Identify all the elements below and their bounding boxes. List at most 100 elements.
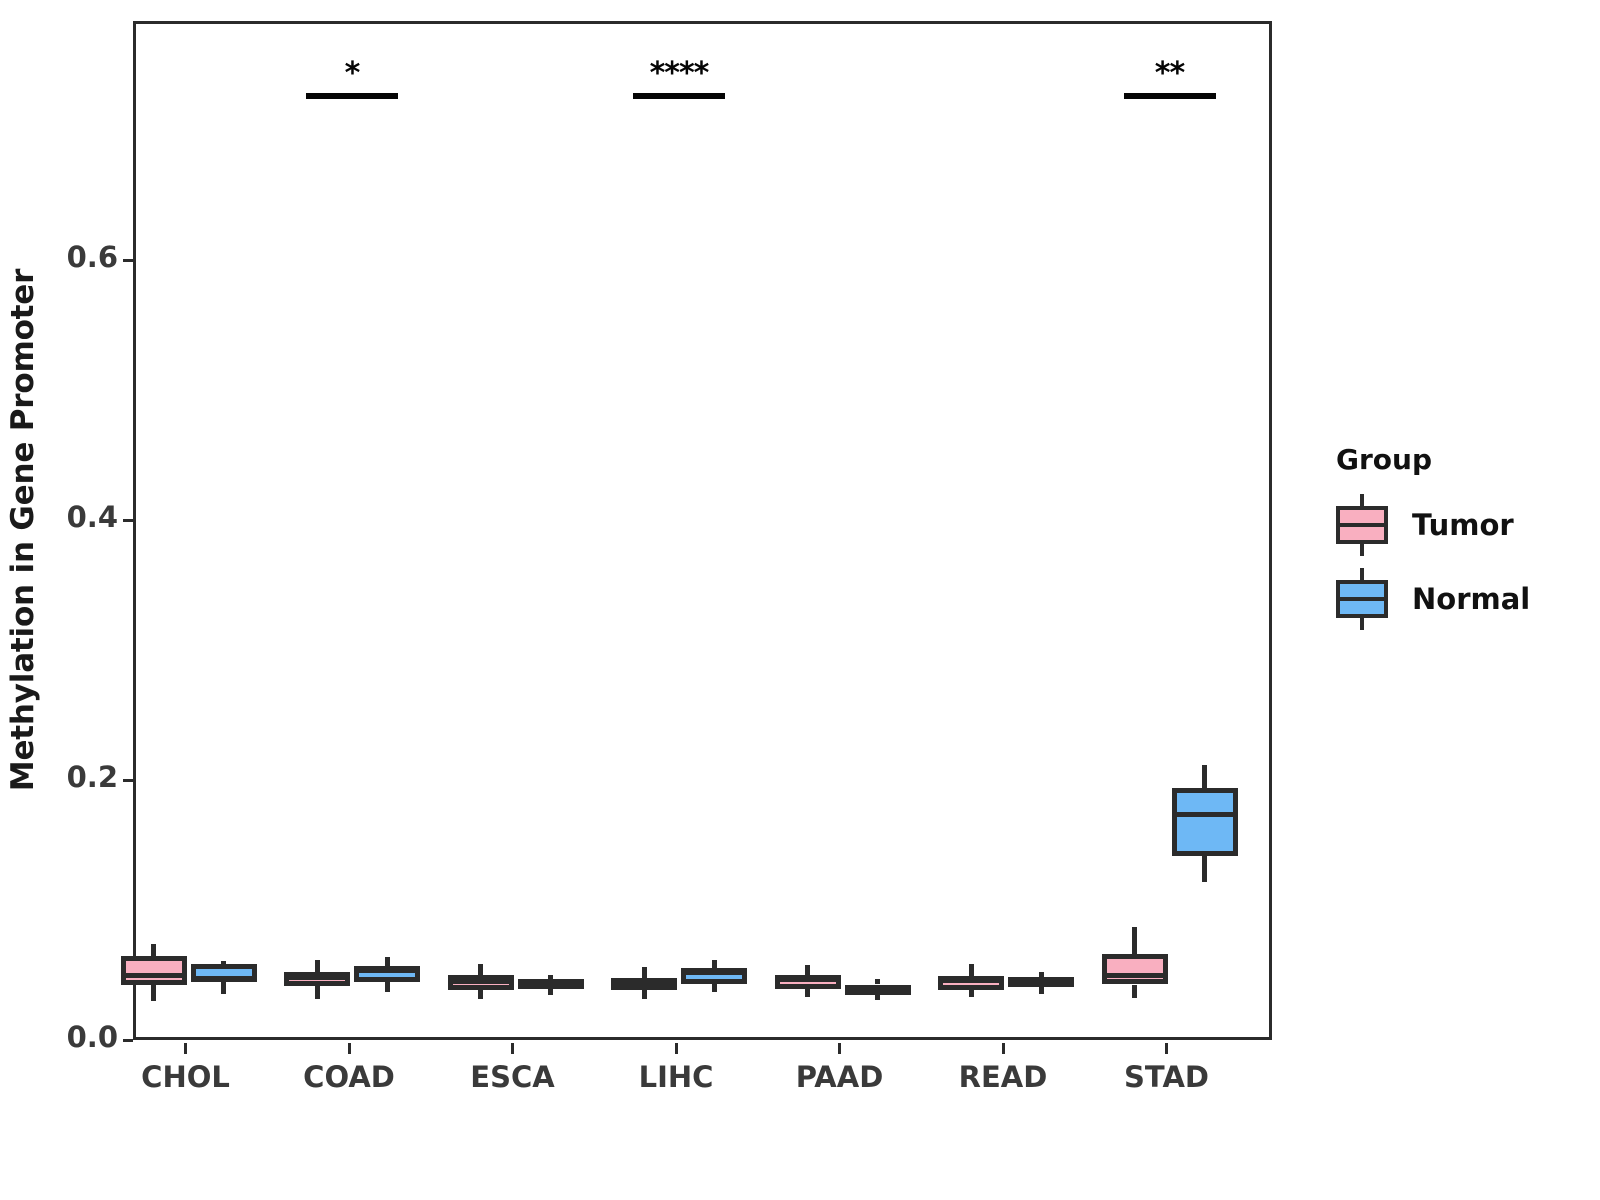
legend-key-lower-whisker (1360, 616, 1364, 630)
boxplot-median-line (190, 976, 257, 982)
boxplot-median-line (774, 976, 841, 982)
y-axis-title: Methylation in Gene Promoter (5, 268, 41, 792)
boxplot-box-group[interactable] (136, 24, 1269, 1037)
x-axis-tick-label: READ (958, 1060, 1048, 1094)
boxplot-lower-whisker (384, 981, 390, 992)
legend-key-swatch (1334, 494, 1390, 556)
boxplot-box-group[interactable] (136, 24, 1269, 1037)
legend-key-swatch (1334, 568, 1390, 630)
boxplot-lower-whisker (1132, 984, 1137, 999)
boxplot-box-group[interactable] (136, 24, 1269, 1037)
y-axis-tick-label: 0.6 (66, 240, 118, 274)
boxplot-lower-whisker (1202, 856, 1207, 882)
x-axis-tick-mark (1001, 1043, 1005, 1054)
boxplot-median-line (284, 974, 350, 980)
legend-key-lower-whisker (1360, 542, 1364, 556)
legend-title: Group (1336, 443, 1433, 476)
x-axis-tick-mark (838, 1043, 841, 1054)
boxplot-box-group[interactable] (136, 24, 1269, 1037)
significance-bracket-line (633, 93, 725, 100)
boxplot-upper-whisker (151, 944, 156, 957)
boxplot-box-group[interactable] (136, 24, 1269, 1037)
boxplot-box-group[interactable] (136, 24, 1269, 1037)
x-axis-tick-mark (347, 1043, 351, 1054)
x-axis-tick-label: CHOL (141, 1060, 230, 1094)
y-axis-tick-mark (123, 779, 133, 782)
boxplot-lower-whisker (478, 989, 483, 999)
boxplot-upper-whisker (875, 979, 880, 985)
significance-bracket-line (1123, 93, 1216, 100)
x-axis-tick-mark (674, 1043, 678, 1054)
boxplot-box-group[interactable] (136, 24, 1269, 1037)
boxplot-median-line (611, 983, 677, 989)
legend-entry-label: Tumor (1412, 508, 1514, 542)
legend-key-upper-whisker (1360, 568, 1364, 582)
boxplot-lower-whisker (805, 989, 810, 998)
boxplot-box-group[interactable] (136, 24, 1269, 1037)
legend-key-median-line (1336, 597, 1388, 601)
x-axis-tick-label: LIHC (638, 1060, 714, 1094)
x-axis-tick-label: PAAD (795, 1060, 884, 1094)
boxplot-upper-whisker (1038, 972, 1044, 977)
boxplot-box-group[interactable] (136, 24, 1269, 1037)
significance-bracket-label: * (344, 56, 361, 92)
boxplot-lower-whisker (548, 988, 553, 996)
boxplot-upper-whisker (641, 966, 647, 978)
legend-key-upper-whisker (1360, 494, 1364, 508)
plot-panel: * **** ** (120, 21, 1272, 1040)
boxplot-median-line (938, 978, 1004, 984)
x-axis-tick-label: COAD (303, 1060, 395, 1094)
significance-bracket-line (306, 93, 398, 100)
x-axis-tick-mark (1165, 1043, 1168, 1054)
boxplot-upper-whisker (1132, 926, 1137, 954)
x-axis-tick-mark (184, 1043, 187, 1054)
y-axis-tick-label: 0.4 (66, 500, 118, 534)
boxplot-iqr-box[interactable] (1101, 953, 1168, 985)
boxplot-median-line (1101, 973, 1168, 979)
legend-entry-tumor[interactable]: Tumor (1334, 494, 1530, 556)
boxplot-upper-whisker (968, 964, 974, 976)
boxplot-box-group[interactable] (120, 24, 1269, 1037)
legend-entry-normal[interactable]: Normal (1334, 568, 1530, 630)
legend-key-median-line (1336, 523, 1388, 527)
legend-entries: Tumor Normal (1334, 494, 1530, 630)
x-axis-tick-mark (511, 1043, 514, 1054)
boxplot-upper-whisker (548, 975, 553, 980)
boxplot-upper-whisker (221, 961, 226, 965)
boxplot-median-line (844, 989, 911, 995)
boxplot-median-line (120, 973, 187, 979)
boxplot-box-group[interactable] (136, 24, 1269, 1037)
y-axis-tick-mark (123, 259, 133, 262)
legend-entry-label: Normal (1412, 582, 1531, 616)
y-axis-tick-label: 0.0 (66, 1020, 118, 1054)
boxplot-median-line (517, 982, 584, 988)
legend: Group Tumor Normal (1334, 443, 1530, 642)
boxplot-lower-whisker (221, 981, 226, 994)
boxplot-lower-whisker (1038, 987, 1044, 994)
x-axis-tick-label: ESCA (470, 1060, 555, 1094)
boxplot-upper-whisker (314, 959, 320, 973)
boxplot-lower-whisker (711, 983, 717, 993)
boxplot-upper-whisker (711, 959, 717, 968)
boxplot-lower-whisker (968, 989, 974, 998)
boxplot-box-group[interactable] (136, 24, 1269, 1037)
boxplot-median-line (681, 969, 747, 975)
boxplot-lower-whisker (875, 995, 880, 1001)
significance-bracket-label: **** (649, 56, 710, 92)
boxplot-upper-whisker (478, 964, 483, 975)
boxplot-median-line (1171, 811, 1238, 817)
boxplot-iqr-box[interactable] (1171, 788, 1238, 857)
boxplot-box-group[interactable] (136, 24, 1269, 1037)
significance-bracket-label: ** (1154, 56, 1185, 92)
boxplot-median-line (1008, 978, 1074, 984)
plot-area: * **** ** (120, 24, 1269, 1037)
y-axis-tick-mark (123, 1039, 133, 1042)
boxplot-box-group[interactable] (136, 24, 1269, 1037)
boxplot-iqr-box[interactable] (120, 956, 187, 985)
boxplot-lower-whisker (151, 984, 156, 1001)
boxplot-lower-whisker (641, 989, 647, 1000)
boxplot-median-line (354, 968, 420, 974)
boxplot-upper-whisker (805, 965, 810, 976)
boxplot-upper-whisker (1202, 765, 1207, 789)
